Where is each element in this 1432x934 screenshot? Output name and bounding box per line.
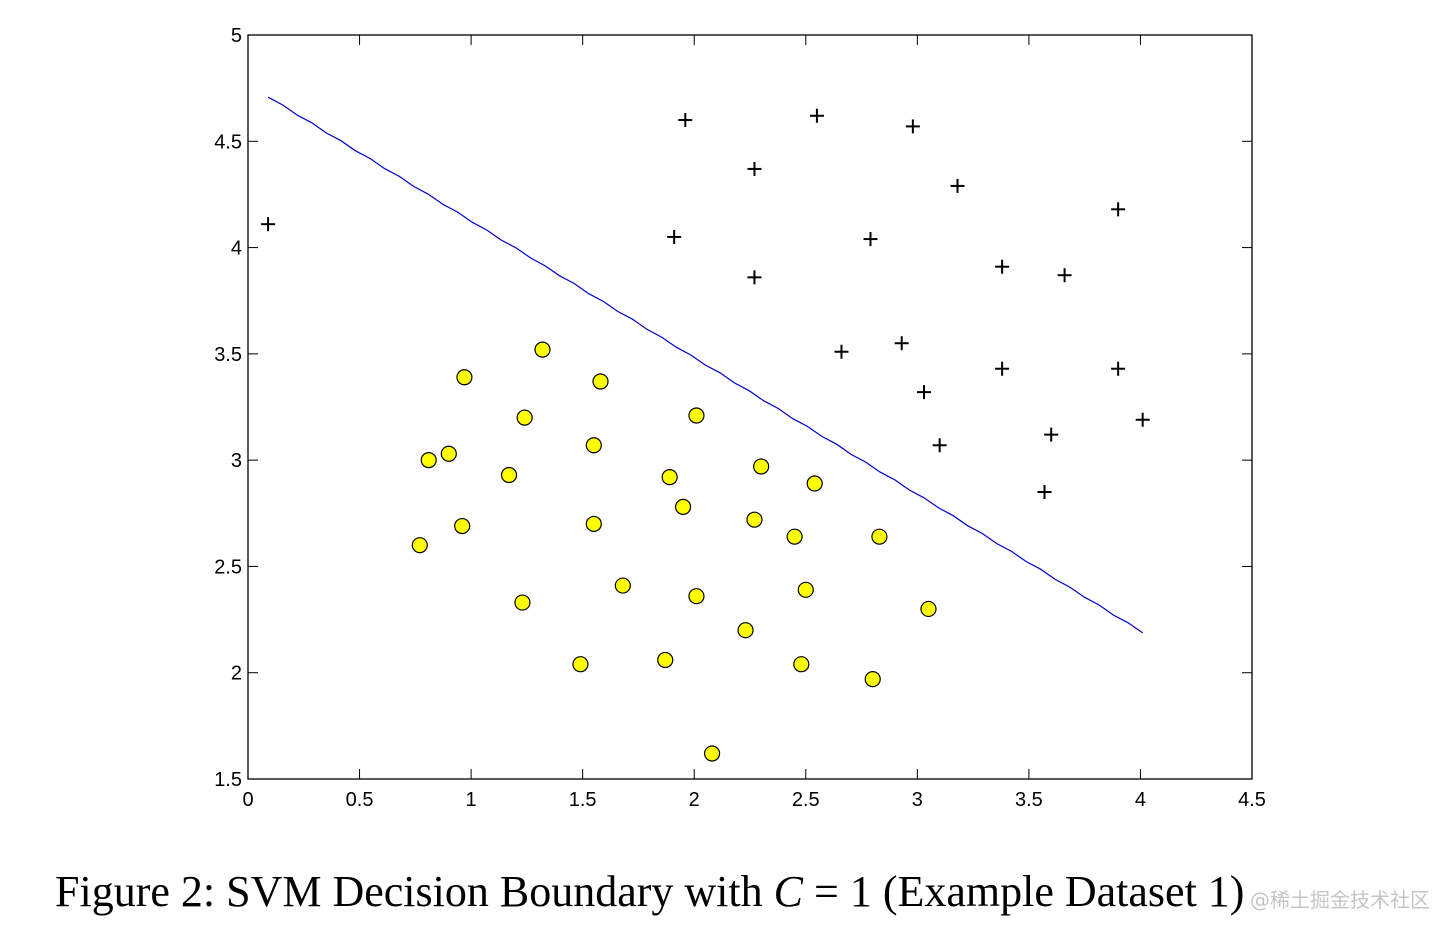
negative-point-marker (454, 517, 471, 535)
negative-point-marker (703, 745, 721, 762)
positive-point-marker (834, 344, 849, 359)
caption-prefix: Figure 2: SVM Decision Boundary with (55, 867, 774, 916)
positive-point-marker (1044, 427, 1059, 442)
negative-point-marker (661, 469, 678, 486)
positive-point-marker (747, 270, 762, 285)
x-tick-label: 0 (242, 789, 253, 811)
negative-point-marker (411, 537, 428, 554)
negative-point-marker (592, 373, 609, 390)
negative-point-marker (786, 528, 803, 545)
negative-point-marker (864, 670, 881, 688)
y-tick-label: 5 (231, 25, 242, 47)
data-points (261, 108, 1150, 762)
negative-point-marker (920, 600, 937, 618)
y-tick-label: 4 (231, 238, 242, 260)
positive-point-marker (1111, 202, 1126, 217)
negative-point-marker (688, 588, 705, 605)
x-tick-label: 3 (912, 789, 923, 811)
positive-point-marker (894, 336, 909, 351)
negative-point-marker (534, 341, 551, 358)
y-tick-label: 3.5 (214, 344, 242, 366)
negative-point-marker (746, 511, 763, 528)
negative-point-marker (871, 528, 888, 545)
plot-frame (247, 34, 1253, 780)
negative-point-marker (806, 475, 823, 492)
negative-point-marker (516, 409, 533, 426)
x-tick-label: 3.5 (1015, 789, 1043, 811)
negative-point-marker (585, 515, 602, 533)
positive-point-marker (1111, 361, 1126, 376)
negative-point-marker (797, 581, 814, 598)
negative-point-marker (456, 369, 473, 386)
x-tick-label: 2 (689, 789, 700, 811)
positive-point-marker (747, 161, 762, 176)
positive-point-marker (1057, 268, 1072, 283)
y-tick-label: 2 (231, 663, 242, 685)
decision-boundary-line (267, 96, 1144, 634)
x-tick-label: 4 (1135, 789, 1146, 811)
negative-point-marker (585, 437, 602, 454)
negative-point-marker (674, 498, 692, 516)
watermark-text: @稀土掘金技术社区 (1250, 888, 1430, 912)
positive-point-marker (995, 361, 1010, 376)
svm-scatter-chart: 0 0.5 1 1.5 2 2.5 3 3.5 4 4.5 1.5 2 2.5 3 3.5 4 4.5 5 (214, 25, 1266, 811)
y-tick-label: 4.5 (214, 131, 242, 153)
x-tick-label: 1 (466, 789, 477, 811)
x-tick-label: 0.5 (346, 789, 374, 811)
x-tick-label: 2.5 (792, 789, 820, 811)
x-tick-label: 4.5 (1238, 789, 1266, 811)
positive-point-marker (863, 232, 878, 247)
negative-point-marker (688, 407, 705, 424)
y-tick-label: 1.5 (214, 769, 242, 791)
negative-point-marker (440, 445, 457, 462)
plot-area (248, 35, 1252, 779)
positive-point-marker (905, 119, 920, 134)
negative-point-marker (657, 651, 674, 669)
negative-point-marker (793, 656, 810, 673)
positive-point-marker (809, 108, 824, 123)
negative-point-marker (614, 577, 631, 594)
negative-point-marker (737, 622, 754, 639)
positive-point-marker (261, 217, 276, 232)
axis-tick-labels: 0 0.5 1 1.5 2 2.5 3 3.5 4 4.5 1.5 2 2.5 3 3.5 4 4.5 5 (214, 25, 1266, 811)
y-tick-label: 2.5 (214, 556, 242, 578)
caption-variable: C (773, 867, 803, 916)
positive-point-marker (932, 438, 947, 453)
axis-ticks (247, 34, 1253, 780)
negative-point-marker (753, 458, 770, 475)
positive-point-marker (667, 229, 682, 244)
negative-point-marker (420, 452, 437, 469)
caption-suffix: = 1 (Example Dataset 1) (803, 867, 1245, 916)
positive-point-marker (1037, 485, 1052, 500)
positive-point-marker (995, 259, 1010, 274)
positive-point-marker (1135, 412, 1150, 427)
decision-boundary-group (267, 96, 1144, 634)
y-tick-label: 3 (231, 450, 242, 472)
negative-point-marker (514, 594, 531, 611)
negative-point-marker (572, 656, 589, 673)
positive-point-marker (917, 385, 932, 400)
negative-point-marker (500, 466, 518, 484)
positive-point-marker (678, 113, 693, 128)
positive-point-marker (950, 178, 965, 193)
x-tick-label: 1.5 (569, 789, 597, 811)
figure-caption: Figure 2: SVM Decision Boundary with C =… (55, 866, 1244, 917)
